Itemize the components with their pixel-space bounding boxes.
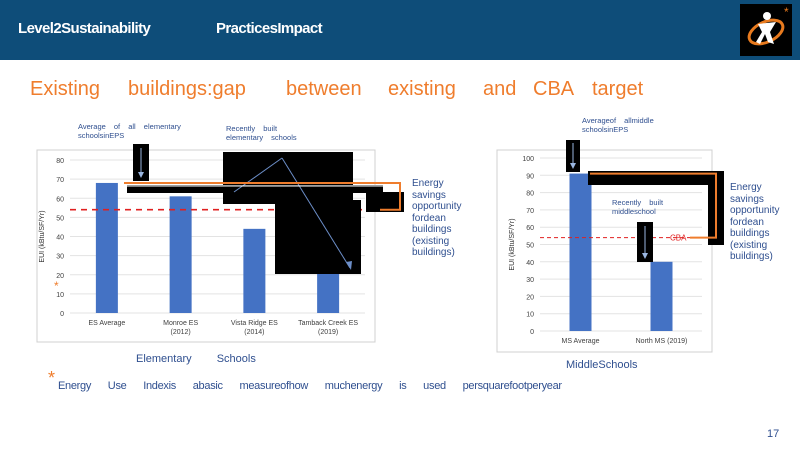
y-tick-label: 20: [526, 294, 534, 301]
header-bar: Level2Sustainability PracticesImpact *: [0, 0, 800, 60]
y-tick-label: 80: [526, 191, 534, 198]
y-tick-label: 10: [526, 312, 534, 319]
arrowhead-icon: [642, 253, 648, 259]
annotation-box: [223, 152, 353, 204]
title-word: buildings:gap: [128, 78, 246, 100]
x-tick-label: (2014): [244, 329, 264, 336]
y-tick-label: 0: [60, 311, 64, 318]
y-tick-label: 40: [526, 260, 534, 267]
title-word: and: [483, 78, 517, 100]
ms-average-note: Averageof allmiddle schoolsinEPS: [582, 116, 654, 134]
svg-text:*: *: [784, 5, 789, 19]
savings-note-right: Energy savings opportunity fordean build…: [730, 182, 780, 262]
page-number: 17: [767, 428, 780, 440]
title-word: existing: [388, 78, 456, 100]
logo: *: [740, 4, 792, 56]
y-tick-label: 100: [522, 156, 534, 163]
es-average-note: Average of all elementary schoolsinEPS: [78, 122, 181, 140]
savings-bracket: [590, 172, 717, 239]
bar: [243, 228, 266, 313]
y-tick-label: 80: [56, 158, 64, 165]
title-word: target: [592, 78, 644, 100]
recent-ms-note: Recently built middleschool: [612, 198, 664, 216]
ms-caption: MiddleSchools: [566, 359, 638, 371]
title-word: Existing: [30, 78, 101, 100]
logo-icon: *: [747, 5, 789, 46]
x-tick-label: MS Average: [561, 338, 599, 345]
y-tick-label: 90: [526, 173, 534, 180]
bar: [317, 272, 340, 313]
arrowhead-icon: [138, 172, 144, 178]
x-tick-label: ES Average: [88, 320, 125, 327]
y-axis-label: EUI (kBtu/SF/Yr): [39, 210, 46, 262]
y-tick-label: 0: [530, 329, 534, 336]
header-left-title: Level2Sustainability: [18, 20, 151, 37]
y-tick-label: 20: [56, 273, 64, 280]
y-tick-label: 10: [56, 292, 64, 299]
bar: [650, 261, 673, 331]
arrow-icon: [281, 157, 351, 269]
x-tick-label: (2012): [171, 329, 191, 336]
annotation-overlays: CBA: [124, 140, 724, 274]
recent-es-note: Recently built elementary schools: [226, 124, 297, 142]
y-tick-label: 50: [526, 243, 534, 250]
arrowhead-icon: [346, 261, 352, 270]
x-tick-label: North MS (2019): [636, 338, 688, 345]
y-tick-label: 70: [56, 177, 64, 184]
title-word: CBA: [533, 78, 575, 100]
y-tick-label: 40: [56, 235, 64, 242]
x-tick-label: (2019): [318, 329, 338, 336]
footnote-star: *: [48, 368, 56, 388]
y-axis-label: EUI (kBtu/SF/Yr): [509, 218, 516, 270]
y-tick-label: 70: [526, 208, 534, 215]
ylabel-asterisk: *: [54, 279, 59, 293]
x-tick-label: Tamback Creek ES: [298, 320, 358, 327]
title-word: between: [286, 78, 362, 100]
y-tick-label: 60: [56, 196, 64, 203]
header-middle-title: PracticesImpact: [216, 20, 323, 37]
es-caption: Elementary Schools: [136, 353, 256, 365]
footnote-text: Energy Use Indexis abasic measureofhow m…: [58, 380, 562, 392]
annotation-box: [366, 192, 404, 212]
savings-bracket: [124, 181, 401, 211]
savings-note-left: Energy savings opportunity fordean build…: [412, 178, 462, 258]
arrowhead-icon: [570, 163, 576, 169]
x-tick-label: Monroe ES: [163, 320, 198, 327]
bar: [169, 196, 192, 313]
cba-label: CBA: [670, 234, 687, 243]
y-tick-label: 50: [56, 215, 64, 222]
y-tick-label: 30: [56, 254, 64, 261]
bar: [569, 173, 592, 331]
y-tick-label: 30: [526, 277, 534, 284]
bar: [95, 182, 118, 313]
y-tick-label: 60: [526, 225, 534, 232]
x-tick-label: Vista Ridge ES: [231, 320, 278, 327]
